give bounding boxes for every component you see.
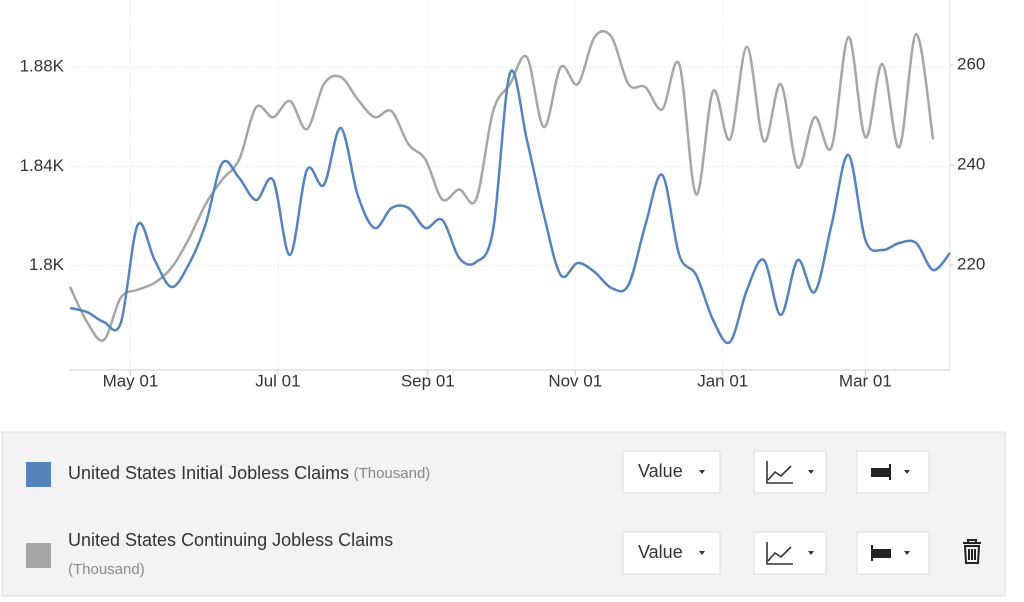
plot: 1.8K 1.84K 1.88K 220 240 260 May 01 Jul 01 Sep 0… bbox=[20, 0, 985, 390]
x-tick-label: Jan 01 bbox=[697, 371, 748, 390]
legend-label: United States Continuing Jobless Claims bbox=[68, 530, 393, 550]
line-icon bbox=[766, 461, 793, 484]
axis-button[interactable] bbox=[856, 531, 930, 575]
axis-button[interactable] bbox=[856, 450, 930, 494]
x-tick-label: Sep 01 bbox=[401, 371, 455, 390]
y2-tick-label: 220 bbox=[957, 254, 985, 273]
dropdown-caret bbox=[808, 470, 814, 474]
line-icon bbox=[766, 542, 793, 565]
legend-swatch bbox=[26, 543, 51, 568]
legend-swatch bbox=[26, 462, 51, 487]
y2-tick-label: 260 bbox=[957, 54, 985, 73]
legend-panel bbox=[1, 431, 1006, 597]
dropdown-caret bbox=[904, 551, 910, 555]
axis-icon bbox=[871, 545, 891, 561]
y2-tick-label: 240 bbox=[957, 154, 985, 173]
dropdown-caret bbox=[699, 551, 705, 555]
legend-unit: (Thousand) bbox=[68, 561, 145, 578]
dropdown-caret bbox=[808, 551, 814, 555]
series-line bbox=[68, 29, 935, 342]
chart-type-button[interactable] bbox=[753, 531, 827, 575]
legend-row: United States Initial Jobless Claims (Th… bbox=[26, 450, 930, 494]
y-tick-label: 1.8K bbox=[29, 255, 65, 274]
legend-row: United States Continuing Jobless Claims … bbox=[26, 530, 981, 578]
display-button[interactable] bbox=[622, 450, 721, 494]
dropdown-caret bbox=[699, 470, 705, 474]
axis-icon bbox=[871, 464, 891, 480]
y-tick-label: 1.88K bbox=[20, 57, 65, 76]
series-line bbox=[69, 69, 951, 345]
y-tick-label: 1.84K bbox=[20, 156, 65, 175]
x-tick-label: Nov 01 bbox=[548, 371, 602, 390]
legend-label: United States Initial Jobless Claims (Th… bbox=[68, 463, 430, 483]
x-tick-label: Mar 01 bbox=[839, 371, 892, 390]
x-tick-label: May 01 bbox=[103, 371, 159, 390]
chart-type-button[interactable] bbox=[753, 450, 827, 494]
display-button-label[interactable]: Value bbox=[638, 542, 683, 562]
display-button-label[interactable]: Value bbox=[638, 461, 683, 481]
x-tick-label: Jul 01 bbox=[255, 371, 300, 390]
dropdown-caret bbox=[904, 470, 910, 474]
display-button[interactable] bbox=[622, 531, 721, 575]
delete-icon[interactable] bbox=[963, 539, 981, 564]
